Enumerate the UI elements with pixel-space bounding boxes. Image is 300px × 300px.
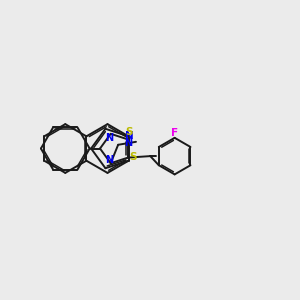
Text: N: N: [106, 154, 114, 165]
Text: S: S: [125, 127, 132, 136]
Text: S: S: [129, 152, 137, 162]
Text: N: N: [124, 138, 133, 148]
Text: F: F: [171, 128, 178, 138]
Text: N: N: [125, 131, 134, 141]
Text: N: N: [106, 133, 114, 143]
